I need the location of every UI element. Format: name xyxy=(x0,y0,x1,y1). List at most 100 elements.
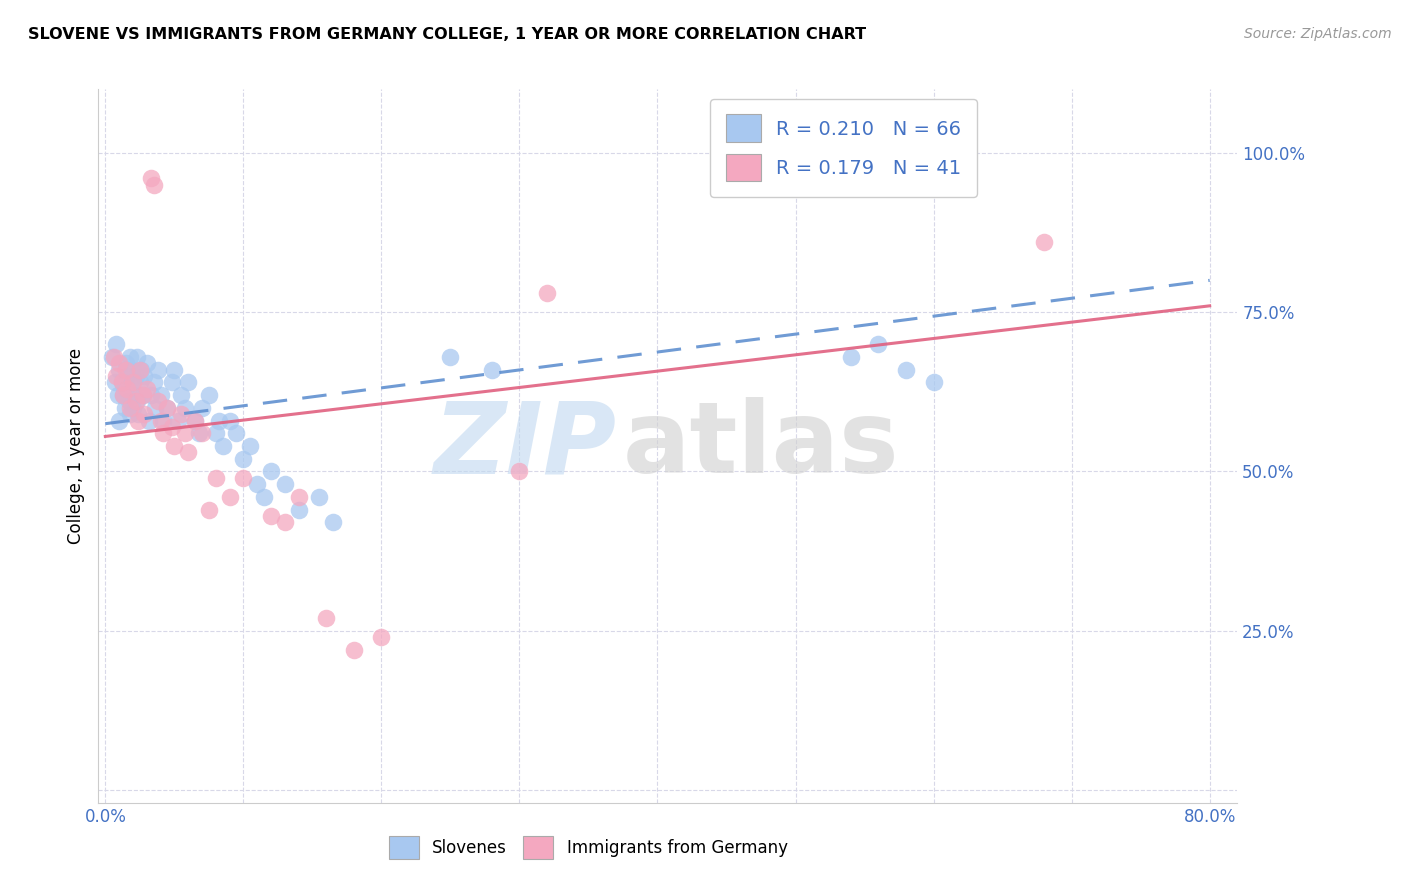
Point xyxy=(121,362,143,376)
Point xyxy=(135,356,157,370)
Point xyxy=(101,350,124,364)
Point xyxy=(122,376,145,390)
Point xyxy=(104,376,127,390)
Point xyxy=(211,439,233,453)
Point xyxy=(260,465,283,479)
Point xyxy=(118,394,141,409)
Text: SLOVENE VS IMMIGRANTS FROM GERMANY COLLEGE, 1 YEAR OR MORE CORRELATION CHART: SLOVENE VS IMMIGRANTS FROM GERMANY COLLE… xyxy=(28,27,866,42)
Point xyxy=(156,401,179,415)
Point xyxy=(128,362,150,376)
Y-axis label: College, 1 year or more: College, 1 year or more xyxy=(66,348,84,544)
Point xyxy=(156,401,179,415)
Point xyxy=(922,376,945,390)
Point xyxy=(204,471,226,485)
Point xyxy=(129,362,152,376)
Point xyxy=(117,368,139,383)
Point xyxy=(508,465,530,479)
Point xyxy=(139,388,162,402)
Point xyxy=(135,382,157,396)
Point xyxy=(343,643,366,657)
Point xyxy=(207,413,229,427)
Point xyxy=(218,413,240,427)
Point xyxy=(132,407,155,421)
Point xyxy=(184,413,207,427)
Point xyxy=(138,413,160,427)
Point xyxy=(149,413,172,427)
Point xyxy=(163,439,186,453)
Point xyxy=(111,376,134,390)
Point xyxy=(177,376,200,390)
Point xyxy=(177,445,200,459)
Point xyxy=(115,356,138,370)
Point xyxy=(160,420,183,434)
Point xyxy=(174,426,197,441)
Point xyxy=(218,490,240,504)
Point xyxy=(108,356,131,370)
Point xyxy=(287,502,309,516)
Point xyxy=(112,388,135,402)
Point xyxy=(260,509,283,524)
Point xyxy=(439,350,461,364)
Point xyxy=(107,388,129,402)
Point xyxy=(142,178,165,192)
Point xyxy=(232,451,254,466)
Point xyxy=(198,388,221,402)
Point xyxy=(308,490,330,504)
Text: atlas: atlas xyxy=(623,398,898,494)
Point xyxy=(184,413,207,427)
Point xyxy=(120,401,142,415)
Point xyxy=(111,376,134,390)
Point xyxy=(149,388,172,402)
Point xyxy=(131,388,153,402)
Point xyxy=(160,376,183,390)
Point xyxy=(536,286,558,301)
Point xyxy=(239,439,262,453)
Point xyxy=(125,394,148,409)
Point xyxy=(191,426,214,441)
Legend: Slovenes, Immigrants from Germany: Slovenes, Immigrants from Germany xyxy=(382,829,794,866)
Point xyxy=(115,382,138,396)
Point xyxy=(142,376,165,390)
Point xyxy=(370,630,392,644)
Point xyxy=(204,426,226,441)
Point xyxy=(1033,235,1056,249)
Point xyxy=(894,362,917,376)
Point xyxy=(481,362,503,376)
Point xyxy=(225,426,247,441)
Point xyxy=(125,394,148,409)
Point xyxy=(253,490,276,504)
Text: ZIP: ZIP xyxy=(433,398,617,494)
Point xyxy=(839,350,862,364)
Point xyxy=(125,368,148,383)
Point xyxy=(125,350,148,364)
Point xyxy=(174,401,197,415)
Point xyxy=(198,502,221,516)
Point xyxy=(103,350,125,364)
Point xyxy=(127,407,149,421)
Point xyxy=(124,388,146,402)
Point xyxy=(167,413,190,427)
Point xyxy=(246,477,269,491)
Point xyxy=(146,394,169,409)
Point xyxy=(170,388,193,402)
Point xyxy=(132,368,155,383)
Point xyxy=(112,388,135,402)
Point xyxy=(120,350,142,364)
Point xyxy=(868,337,890,351)
Point xyxy=(152,426,174,441)
Point xyxy=(122,401,145,415)
Point xyxy=(105,337,128,351)
Point xyxy=(163,362,186,376)
Point xyxy=(170,407,193,421)
Point xyxy=(287,490,309,504)
Point xyxy=(139,171,162,186)
Point xyxy=(315,611,337,625)
Point xyxy=(108,362,131,376)
Point xyxy=(114,401,136,415)
Text: Source: ZipAtlas.com: Source: ZipAtlas.com xyxy=(1244,27,1392,41)
Point xyxy=(274,516,297,530)
Point xyxy=(128,376,150,390)
Point xyxy=(108,413,131,427)
Point xyxy=(191,401,214,415)
Point xyxy=(120,407,142,421)
